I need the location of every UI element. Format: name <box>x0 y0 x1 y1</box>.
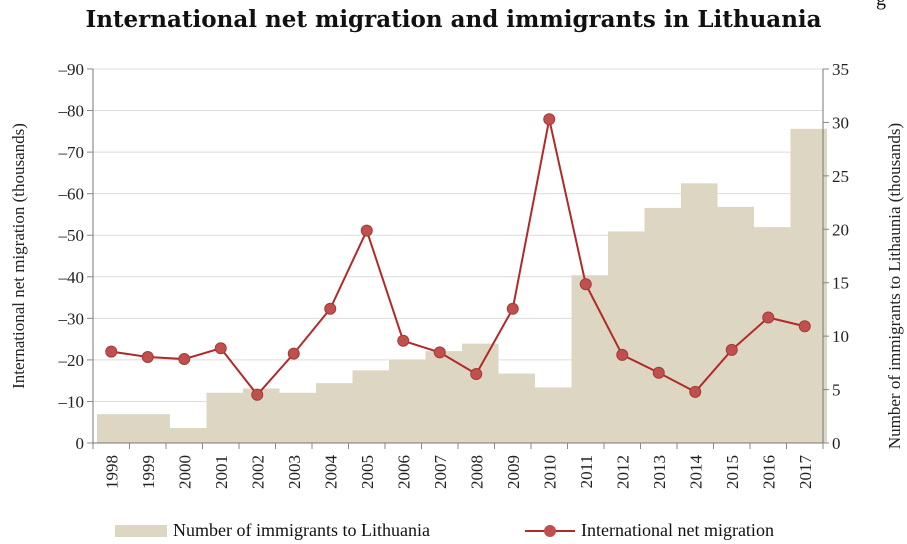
immigrant-bar <box>462 343 499 443</box>
legend-line-swatch <box>525 524 575 537</box>
net-migration-point <box>178 353 191 366</box>
immigrant-bar <box>425 351 462 443</box>
legend-item-immigrants: Number of immigrants to Lithuania <box>115 520 430 541</box>
x-tick-label: 2016 <box>759 455 778 489</box>
net-migration-point <box>470 368 483 381</box>
immigrant-bar <box>170 428 207 443</box>
x-tick-label: 2010 <box>540 455 559 489</box>
left-tick-label: –60 <box>58 185 85 204</box>
left-tick-label: 0 <box>76 434 85 453</box>
net-migration-point <box>324 302 337 315</box>
right-tick-label: 25 <box>832 167 849 186</box>
net-migration-point <box>214 342 227 355</box>
x-tick-label: 2017 <box>796 455 815 490</box>
right-tick-label: 35 <box>832 60 849 79</box>
net-migration-point <box>616 348 629 361</box>
x-tick-label: 2006 <box>394 455 413 489</box>
net-migration-point <box>543 113 556 126</box>
x-tick-label: 2008 <box>467 455 486 489</box>
immigrant-bar <box>352 370 389 443</box>
immigrant-bar <box>206 392 243 443</box>
net-migration-point <box>762 311 775 324</box>
left-tick-label: –20 <box>58 351 85 370</box>
x-tick-label: 2001 <box>212 455 231 489</box>
left-tick-label: –70 <box>58 143 85 162</box>
x-tick-label: 2005 <box>358 455 377 489</box>
net-migration-point <box>287 347 300 360</box>
net-migration-line <box>105 113 811 401</box>
immigrant-bar <box>754 227 791 443</box>
immigrant-bar <box>571 275 608 443</box>
net-migration-point <box>251 388 264 401</box>
x-tick-label: 2004 <box>321 455 340 490</box>
right-tick-label: 30 <box>832 113 849 132</box>
net-migration-point <box>798 320 811 333</box>
immigrant-bar <box>97 414 134 443</box>
chart-title: International net migration and immigran… <box>85 6 822 33</box>
right-tick-label: 15 <box>832 274 849 293</box>
immigrant-bar <box>279 392 316 443</box>
left-tick-label: –80 <box>58 102 85 121</box>
right-tick-label: 0 <box>832 434 841 453</box>
cropped-text-fragment: g <box>876 0 886 11</box>
axis-labels: 0 –10 –20 –30 –40 –50 –60 –70 –80 –90 0 5 10 15 20 25 30… <box>9 60 904 489</box>
x-tick-label: 2015 <box>723 455 742 489</box>
immigrant-bar <box>644 207 681 443</box>
immigrant-bar <box>389 359 426 443</box>
x-tick-label: 2011 <box>577 455 596 488</box>
x-tick-label: 2013 <box>650 455 669 489</box>
right-tick-label: 5 <box>832 381 841 400</box>
axes <box>87 68 829 449</box>
x-tick-label: 2009 <box>504 455 523 489</box>
x-tick-label: 2003 <box>285 455 304 489</box>
x-tick-label: 2014 <box>686 455 705 490</box>
net-migration-point <box>397 334 410 347</box>
net-migration-point <box>579 278 592 291</box>
legend: Number of immigrants to Lithuania Intern… <box>115 520 875 544</box>
x-tick-label: 2007 <box>431 455 450 490</box>
net-migration-point <box>652 366 665 379</box>
immigrant-bars <box>97 128 827 443</box>
right-axis-title: Number of immigrants to Lithaunia (thous… <box>885 123 904 449</box>
immigrant-bar <box>133 414 170 443</box>
net-migration-point <box>689 385 702 398</box>
immigrant-bar <box>717 206 754 443</box>
immigrant-bar <box>535 387 572 443</box>
net-migration-point <box>105 345 118 358</box>
net-migration-polyline <box>111 119 805 397</box>
net-migration-point <box>506 302 519 315</box>
legend-label-net-migration: International net migration <box>581 520 774 540</box>
net-migration-point <box>433 346 446 359</box>
legend-bar-swatch <box>115 524 167 537</box>
net-migration-point <box>360 224 373 237</box>
immigrant-bar <box>681 183 718 443</box>
immigrant-bar <box>790 128 827 443</box>
legend-item-net-migration: International net migration <box>525 520 774 541</box>
legend-label-immigrants: Number of immigrants to Lithuania <box>173 520 430 540</box>
net-migration-point <box>141 350 154 363</box>
left-tick-label: –90 <box>58 60 85 79</box>
x-tick-label: 2002 <box>248 455 267 489</box>
left-axis-title: International net migration (thousands) <box>9 123 28 389</box>
chart: 0 –10 –20 –30 –40 –50 –60 –70 –80 –90 0 5 10 15 20 25 30… <box>9 60 904 489</box>
left-tick-label: –50 <box>58 226 85 245</box>
net-migration-point <box>725 343 738 356</box>
left-tick-label: –40 <box>58 268 85 287</box>
right-tick-label: 20 <box>832 220 849 239</box>
left-tick-label: –30 <box>58 309 85 328</box>
left-tick-label: –10 <box>58 392 85 411</box>
x-tick-label: 2012 <box>613 455 632 489</box>
immigrant-bar <box>316 383 353 443</box>
x-tick-label: 1998 <box>102 455 121 489</box>
x-tick-label: 2000 <box>175 455 194 489</box>
right-tick-label: 10 <box>832 327 849 346</box>
x-tick-label: 1999 <box>139 455 158 489</box>
immigrant-bar <box>498 373 535 443</box>
